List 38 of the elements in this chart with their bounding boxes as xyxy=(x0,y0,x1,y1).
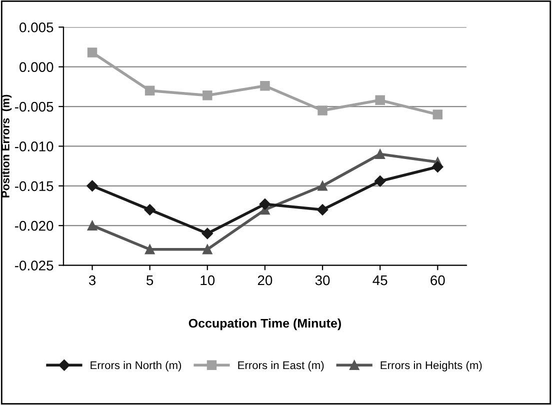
point xyxy=(144,204,156,216)
point xyxy=(202,244,212,254)
point xyxy=(202,228,213,240)
y-axis-title: Position Errors (m) xyxy=(1,94,12,198)
x-tick-label: 20 xyxy=(258,275,272,286)
point xyxy=(375,95,385,106)
point xyxy=(87,220,98,230)
point xyxy=(260,81,270,91)
point xyxy=(432,161,444,172)
y-tick-label: -0.020 xyxy=(14,220,54,231)
point xyxy=(318,106,328,116)
point xyxy=(374,176,386,187)
point xyxy=(144,86,155,96)
y-tick-label: -0.025 xyxy=(14,260,54,270)
point xyxy=(202,90,212,100)
x-tick-label: 30 xyxy=(315,275,330,286)
y-tick-label: -0.015 xyxy=(14,181,54,192)
point xyxy=(144,244,155,254)
y-tick-label: 0.005 xyxy=(20,22,54,32)
y-tick-label: -0.005 xyxy=(14,102,54,112)
y-tick-label: -0.010 xyxy=(14,142,54,152)
point xyxy=(432,110,443,120)
legend-label: Errors in North (m) xyxy=(90,361,182,372)
x-tick-label: 45 xyxy=(372,276,388,286)
point xyxy=(316,204,328,216)
point xyxy=(259,198,271,210)
x-tick-label: 60 xyxy=(430,275,445,286)
point xyxy=(86,180,98,192)
y-tick-label: 0.000 xyxy=(20,62,54,72)
x-tick-label: 3 xyxy=(88,275,96,286)
x-tick-label: 10 xyxy=(200,275,215,286)
point xyxy=(375,149,385,160)
legend-label: Errors in Heights (m) xyxy=(380,361,482,372)
point xyxy=(318,181,328,191)
x-tick-label: 5 xyxy=(146,276,154,286)
legend-label: Errors in East (m) xyxy=(238,361,324,372)
point xyxy=(87,48,98,58)
x-axis-title: Occupation Time (Minute) xyxy=(188,318,341,330)
